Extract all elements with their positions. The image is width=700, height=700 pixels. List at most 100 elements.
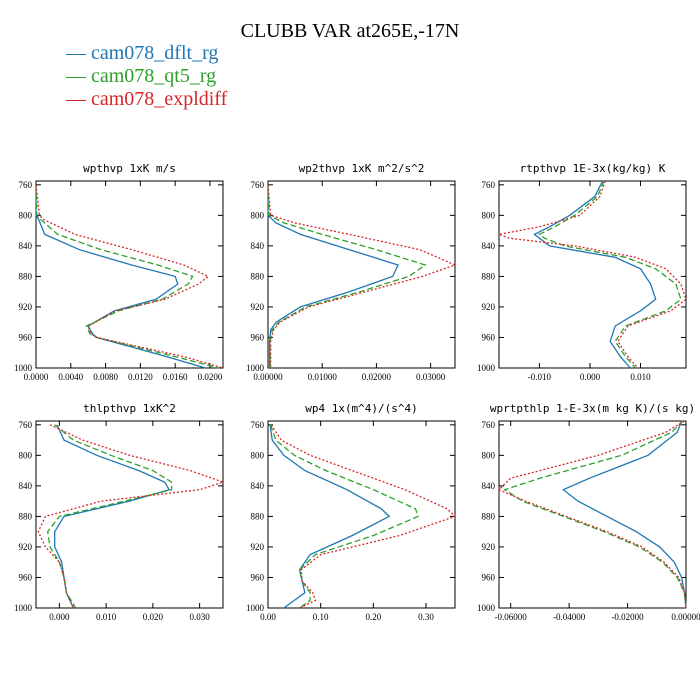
y-tick-label: 1000 bbox=[477, 363, 496, 373]
series-line-dflt bbox=[562, 420, 687, 609]
y-tick-label: 800 bbox=[19, 210, 33, 220]
y-tick-label: 760 bbox=[251, 180, 265, 190]
y-tick-label: 960 bbox=[251, 572, 265, 582]
series-line-expldiff bbox=[35, 184, 224, 369]
x-tick-label: -0.010 bbox=[528, 372, 552, 382]
y-tick-label: 1000 bbox=[246, 603, 265, 613]
x-tick-label: 0.020 bbox=[143, 612, 164, 622]
series-line-expldiff bbox=[497, 420, 687, 609]
x-tick-label: 0.00000 bbox=[671, 612, 700, 622]
series-line-dflt bbox=[533, 180, 657, 369]
x-tick-label: 0.000 bbox=[49, 612, 70, 622]
y-tick-label: 760 bbox=[19, 180, 33, 190]
y-tick-label: 840 bbox=[19, 481, 33, 491]
y-tick-label: 760 bbox=[251, 420, 265, 430]
y-tick-label: 800 bbox=[251, 450, 265, 460]
legend-label: cam078_qt5_rg bbox=[91, 65, 217, 87]
panel-frame bbox=[498, 420, 687, 609]
x-tick-label: 0.0160 bbox=[163, 372, 188, 382]
series-line-expldiff bbox=[270, 424, 457, 609]
x-tick-label: -0.02000 bbox=[611, 612, 644, 622]
legend-swatch: — bbox=[66, 42, 91, 64]
y-tick-label: 960 bbox=[482, 572, 496, 582]
y-tick-label: 1000 bbox=[246, 363, 265, 373]
y-tick-label: 880 bbox=[251, 511, 265, 521]
series-line-expldiff bbox=[267, 184, 457, 368]
y-tick-label: 920 bbox=[251, 302, 265, 312]
y-tick-label: 800 bbox=[482, 210, 496, 220]
series-line-qt5 bbox=[35, 184, 219, 369]
x-tick-label: 0.0000 bbox=[24, 372, 49, 382]
legend-swatch: — bbox=[66, 88, 91, 110]
series-line-qt5 bbox=[269, 424, 419, 609]
y-tick-label: 960 bbox=[19, 332, 33, 342]
y-tick-label: 960 bbox=[482, 332, 496, 342]
panel-frame bbox=[35, 420, 224, 609]
y-tick-label: 920 bbox=[482, 302, 496, 312]
y-tick-label: 920 bbox=[482, 542, 496, 552]
panel-title: wpthvp 1xK m/s bbox=[83, 162, 176, 175]
legend-item-dflt: — cam078_dflt_rg bbox=[66, 42, 227, 65]
series-line-qt5 bbox=[538, 180, 682, 369]
y-tick-label: 840 bbox=[482, 481, 496, 491]
y-tick-label: 880 bbox=[482, 511, 496, 521]
x-tick-label: 0.010 bbox=[630, 372, 651, 382]
series-line-expldiff bbox=[496, 180, 687, 369]
legend-item-expldiff: — cam078_expldiff bbox=[66, 88, 227, 111]
panel-frame bbox=[498, 180, 687, 369]
legend-item-qt5: — cam078_qt5_rg bbox=[66, 65, 227, 88]
series-line-dflt bbox=[269, 424, 391, 609]
y-tick-label: 800 bbox=[19, 450, 33, 460]
y-tick-label: 920 bbox=[251, 542, 265, 552]
y-tick-label: 920 bbox=[19, 302, 33, 312]
y-tick-label: 1000 bbox=[14, 603, 33, 613]
legend-label: cam078_dflt_rg bbox=[91, 42, 219, 64]
x-tick-label: 0.30 bbox=[418, 612, 434, 622]
panel-title: thlpthvp 1xK^2 bbox=[83, 402, 176, 415]
x-tick-label: 0.0080 bbox=[93, 372, 118, 382]
panel-frame bbox=[267, 180, 456, 369]
y-tick-label: 800 bbox=[482, 450, 496, 460]
series-line-dflt bbox=[54, 424, 171, 609]
y-tick-label: 840 bbox=[482, 241, 496, 251]
y-tick-label: 760 bbox=[19, 420, 33, 430]
y-tick-label: 920 bbox=[19, 542, 33, 552]
panel-title: wprtpthlp 1-E-3x(m kg K)/(s kg) bbox=[490, 402, 695, 415]
x-tick-label: -0.04000 bbox=[553, 612, 586, 622]
y-tick-label: 880 bbox=[19, 511, 33, 521]
x-tick-label: 0.0040 bbox=[58, 372, 83, 382]
series-line-dflt bbox=[35, 184, 206, 369]
panel-frame bbox=[35, 180, 224, 369]
legend-swatch: — bbox=[66, 65, 91, 87]
panel-title: rtpthvp 1E-3x(kg/kg) K bbox=[520, 162, 666, 175]
panel-title: wp4 1x(m^4)/(s^4) bbox=[305, 402, 418, 415]
y-tick-label: 880 bbox=[482, 271, 496, 281]
x-tick-label: 0.02000 bbox=[362, 372, 392, 382]
x-tick-label: 0.010 bbox=[96, 612, 117, 622]
y-tick-label: 880 bbox=[19, 271, 33, 281]
figure-title: CLUBB VAR at265E,-17N bbox=[240, 20, 460, 42]
y-tick-label: 760 bbox=[482, 420, 496, 430]
x-tick-label: 0.0120 bbox=[128, 372, 153, 382]
x-tick-label: 0.00 bbox=[260, 612, 276, 622]
series-line-qt5 bbox=[47, 424, 173, 609]
x-tick-label: 0.030 bbox=[190, 612, 211, 622]
panel-frame bbox=[267, 420, 456, 609]
y-tick-label: 760 bbox=[482, 180, 496, 190]
y-tick-label: 840 bbox=[251, 241, 265, 251]
y-tick-label: 1000 bbox=[477, 603, 496, 613]
y-tick-label: 960 bbox=[251, 332, 265, 342]
series-line-dflt bbox=[267, 184, 400, 368]
series-line-qt5 bbox=[503, 420, 687, 609]
x-tick-label: 0.20 bbox=[365, 612, 381, 622]
y-tick-label: 1000 bbox=[14, 363, 33, 373]
x-tick-label: 0.03000 bbox=[416, 372, 446, 382]
series-line-qt5 bbox=[267, 184, 427, 368]
y-tick-label: 840 bbox=[251, 481, 265, 491]
x-tick-label: 0.01000 bbox=[308, 372, 338, 382]
y-tick-label: 800 bbox=[251, 210, 265, 220]
panel-title: wp2thvp 1xK m^2/s^2 bbox=[299, 162, 425, 175]
x-tick-label: 0.10 bbox=[313, 612, 329, 622]
y-tick-label: 880 bbox=[251, 271, 265, 281]
